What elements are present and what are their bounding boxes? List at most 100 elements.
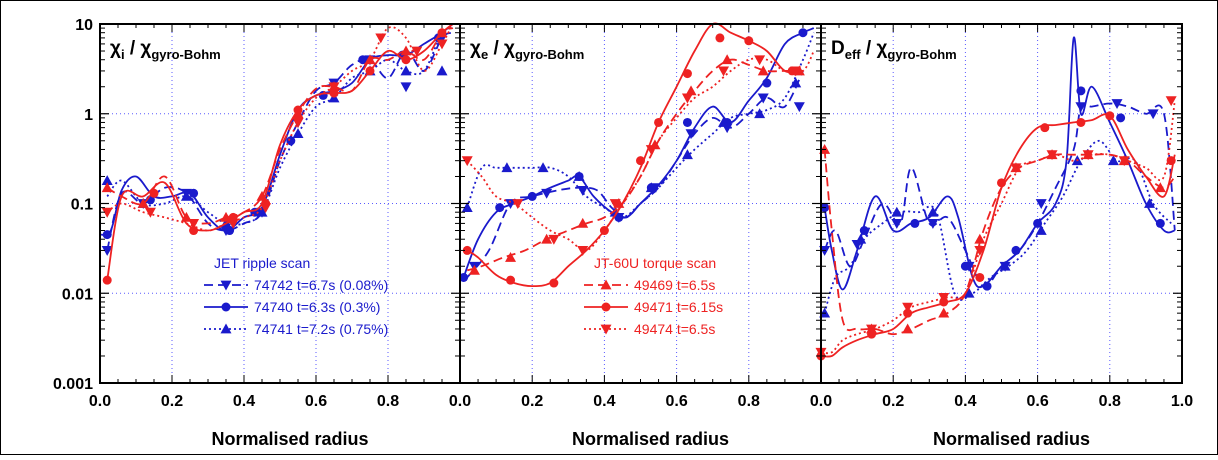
left-series-4-point bbox=[329, 88, 339, 98]
right-series-1-point bbox=[960, 261, 970, 271]
left-series-5-point bbox=[292, 118, 304, 128]
middle-series-5-point bbox=[577, 246, 589, 256]
middle-series-5-point bbox=[790, 66, 802, 77]
right-series-1-point bbox=[982, 281, 992, 291]
middle-series-1-line bbox=[462, 27, 815, 278]
left-series-4-point bbox=[189, 226, 199, 236]
middle-series-3-point bbox=[541, 233, 553, 244]
right-series-1-point bbox=[1076, 86, 1086, 96]
middle-series-5-point bbox=[461, 156, 473, 167]
right-series-0-point bbox=[1075, 102, 1087, 113]
middle-series-3-line bbox=[466, 58, 803, 272]
middle-series-5-point bbox=[548, 234, 560, 245]
right-axes-box bbox=[820, 23, 1183, 384]
left-x-tick-label: 0.6 bbox=[305, 393, 327, 410]
middle-series-5-point bbox=[754, 55, 766, 66]
middle-series-5-point bbox=[645, 145, 657, 155]
right-series-2-point bbox=[855, 233, 867, 244]
middle-legend-marker-2 bbox=[600, 324, 612, 335]
left-y-tick-label: 10 bbox=[75, 17, 93, 34]
middle-series-1-point bbox=[527, 191, 537, 201]
left-series-5-line bbox=[106, 23, 454, 232]
left-series-5-point bbox=[328, 82, 340, 93]
left-series-1-point bbox=[102, 230, 112, 240]
left-series-2-point bbox=[400, 65, 412, 76]
middle-series-0-point bbox=[577, 185, 589, 196]
right-x-tick-label: 0.6 bbox=[1026, 393, 1048, 410]
axes-layer bbox=[99, 23, 1183, 384]
middle-series-4-point bbox=[636, 156, 645, 166]
left-legend-entry-2: 74741 t=7.2s (0.75%) bbox=[254, 321, 388, 337]
middle-series-1-point bbox=[459, 272, 469, 282]
right-series-1-line bbox=[823, 36, 1176, 291]
middle-series-2-point bbox=[645, 182, 657, 193]
middle-series-2-point bbox=[573, 170, 585, 181]
left-legend-title: JET ripple scan bbox=[214, 255, 310, 271]
middle-series-2-point bbox=[754, 108, 766, 119]
right-series-4-point bbox=[997, 178, 1006, 188]
right-series-3-point bbox=[1154, 182, 1166, 193]
middle-series-3-point bbox=[757, 65, 769, 76]
right-x-tick-label: 0.8 bbox=[1099, 393, 1121, 410]
right-series-4-point bbox=[975, 272, 985, 282]
right-x-tick-label: 0.0 bbox=[810, 393, 832, 410]
middle-series-2-point bbox=[461, 202, 473, 213]
right-series-0-point bbox=[1035, 199, 1047, 209]
middle-series-4-point bbox=[549, 278, 559, 288]
left-series-4-point bbox=[102, 275, 112, 285]
left-x-tick-label: 0.2 bbox=[161, 393, 183, 410]
right-x-axis-label: Normalised radius bbox=[933, 429, 1090, 449]
left-series-0-point bbox=[400, 82, 412, 93]
middle-legend-entry-1: 49471 t=6.15s bbox=[634, 299, 723, 315]
left-x-tick-label: 0.0 bbox=[89, 393, 111, 410]
left-series-2-point bbox=[180, 190, 192, 201]
right-title: Deff / χgyro-Bohm bbox=[831, 38, 957, 62]
middle-series-5-point bbox=[609, 199, 621, 209]
middle-legend-marker-0 bbox=[600, 279, 612, 290]
left-legend-marker-0 bbox=[220, 280, 232, 291]
middle-series-4-point bbox=[506, 275, 516, 285]
right-series-1-point bbox=[1155, 218, 1165, 228]
middle-series-5-point bbox=[718, 66, 730, 77]
middle-legend-marker-1 bbox=[601, 302, 611, 312]
left-x-axis-label: Normalised radius bbox=[211, 429, 368, 449]
right-series-2-point bbox=[999, 260, 1011, 271]
middle-series-4-point bbox=[654, 117, 664, 127]
right-series-5-point bbox=[866, 324, 878, 335]
left-series-5-point bbox=[260, 203, 272, 214]
left-series-5-point bbox=[144, 207, 156, 218]
left-y-tick-label: 1 bbox=[84, 107, 93, 124]
right-series-3-point bbox=[938, 307, 950, 318]
left-series-1-point bbox=[358, 55, 368, 65]
right-series-5-point bbox=[974, 246, 986, 256]
middle-series-2-point bbox=[501, 162, 513, 173]
right-x-tick-label: 1.0 bbox=[1171, 393, 1193, 410]
right-series-0-point bbox=[927, 219, 939, 229]
middle-x-tick-label: 0.0 bbox=[449, 393, 471, 410]
left-series-5-point bbox=[375, 33, 387, 44]
middle-series-1-point bbox=[495, 203, 505, 213]
right-series-4-point bbox=[1166, 156, 1176, 166]
left-series-1-point bbox=[225, 226, 235, 236]
left-legend-entry-0: 74742 t=6.7s (0.08%) bbox=[254, 277, 388, 293]
middle-title: χe / χgyro-Bohm bbox=[470, 38, 584, 62]
left-series-1-point bbox=[286, 136, 296, 146]
left-series-2-line bbox=[106, 27, 454, 226]
middle-series-3-point bbox=[468, 264, 480, 275]
right-series-5-point bbox=[1046, 150, 1058, 161]
right-series-5-point bbox=[1010, 163, 1022, 174]
left-y-tick-label: 0.001 bbox=[53, 376, 93, 393]
right-series-1-point bbox=[910, 218, 920, 228]
right-series-2-point bbox=[1107, 155, 1119, 166]
middle-series-2-point bbox=[718, 116, 730, 127]
middle-legend-title: JT-60U torque scan bbox=[594, 255, 716, 271]
middle-series-2-point bbox=[681, 149, 693, 160]
middle-series-2-point bbox=[790, 77, 802, 88]
left-series-4-point bbox=[365, 66, 375, 76]
right-series-1-point bbox=[1116, 113, 1126, 123]
middle-series-0-point bbox=[793, 102, 805, 113]
